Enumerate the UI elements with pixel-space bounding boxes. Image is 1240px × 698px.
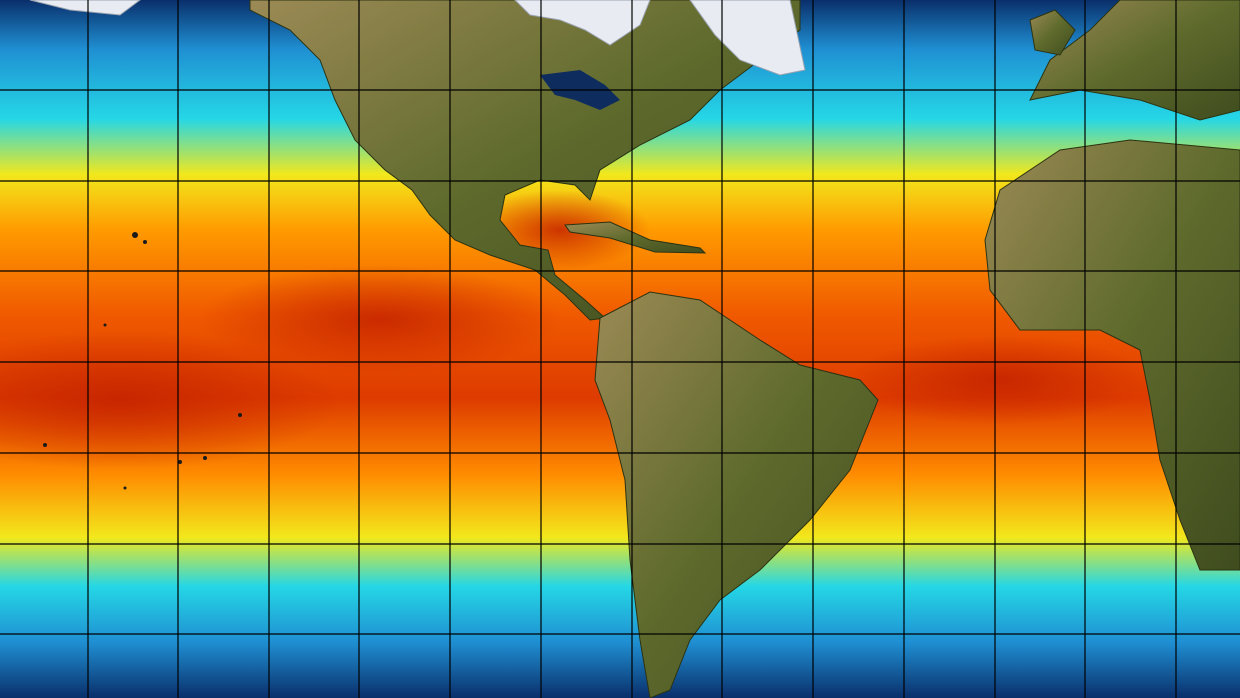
warm-pool-pacific xyxy=(0,330,340,470)
south-america-landmass xyxy=(594,291,879,698)
north-america-landmass xyxy=(249,0,801,321)
arctic-ice xyxy=(514,0,651,46)
british-isles xyxy=(1029,9,1076,56)
caribbean-islands xyxy=(564,221,707,254)
pacific-islands xyxy=(43,232,242,490)
warm-pool-atlantic xyxy=(850,335,1150,425)
hudson-ice xyxy=(689,0,806,76)
alaska-ice xyxy=(29,0,141,16)
warm-pool-central-pacific xyxy=(200,265,560,375)
